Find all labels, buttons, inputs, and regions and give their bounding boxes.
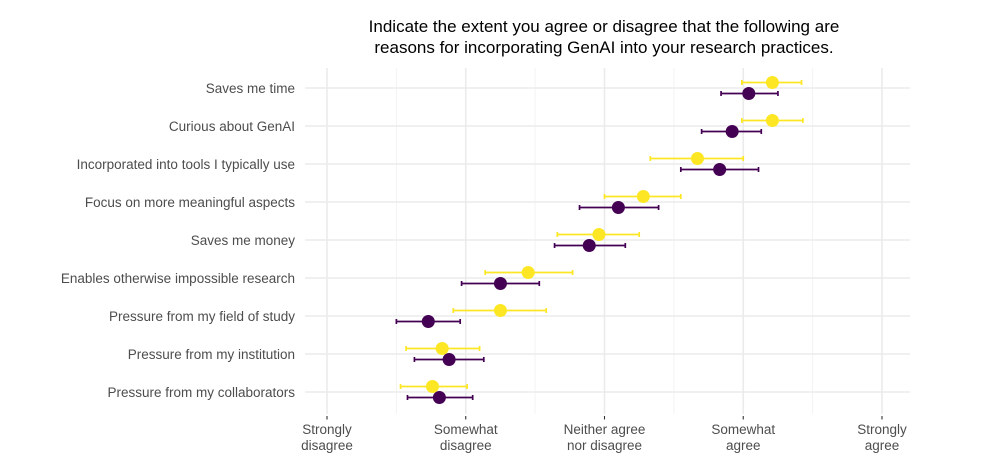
data-point-group <box>405 342 481 355</box>
data-point-group <box>741 76 803 89</box>
chart-title-line-2: reasons for incorporating GenAI into you… <box>374 38 833 57</box>
data-point <box>742 87 756 100</box>
data-point <box>636 190 650 203</box>
data-point-group <box>484 266 574 279</box>
data-point <box>493 277 507 290</box>
y-tick-label: Incorporated into tools I typically use <box>77 157 295 172</box>
data-point <box>592 228 606 241</box>
data-point <box>432 391 446 404</box>
data-point-group <box>395 315 462 328</box>
x-tick-label: Neither agree nor disagree <box>564 422 646 453</box>
data-marks <box>395 76 804 404</box>
gridlines <box>305 68 910 414</box>
data-point-group <box>406 391 474 404</box>
data-point-group <box>700 125 763 138</box>
y-axis-labels: Saves me time Curious about GenAI Incorpor… <box>61 81 295 400</box>
y-tick-label: Saves me time <box>206 81 295 96</box>
data-point-group <box>413 353 485 366</box>
y-tick-label: Curious about GenAI <box>169 119 295 134</box>
x-tick-label: Somewhat disagree <box>434 422 498 453</box>
y-tick-label: Pressure from my field of study <box>109 309 295 324</box>
x-axis-labels: Strongly disagree Somewhat disagree Neither … <box>301 416 907 453</box>
data-point-group <box>452 304 548 317</box>
data-point <box>690 152 704 165</box>
y-tick-label: Focus on more meaningful aspects <box>85 195 295 210</box>
data-point <box>435 342 449 355</box>
data-point-group <box>399 380 468 393</box>
data-point-group <box>649 152 745 165</box>
data-point <box>582 239 596 252</box>
data-point <box>765 114 779 127</box>
data-point <box>713 163 727 176</box>
data-point-group <box>679 163 760 176</box>
chart-title-line-1: Indicate the extent you agree or disagre… <box>369 17 840 36</box>
data-point <box>425 380 439 393</box>
data-point-group <box>460 277 541 290</box>
data-point <box>442 353 456 366</box>
chart-title: Indicate the extent you agree or disagre… <box>369 17 840 57</box>
data-point-group <box>553 239 627 252</box>
data-point-group <box>556 228 641 241</box>
data-point-group <box>720 87 779 100</box>
data-point <box>421 315 435 328</box>
x-tick-label: Somewhat agree <box>711 422 775 453</box>
data-point <box>611 201 625 214</box>
data-point <box>765 76 779 89</box>
y-tick-label: Pressure from my institution <box>128 347 295 362</box>
x-tick-label: Strongly agree <box>857 422 907 453</box>
data-point <box>493 304 507 317</box>
data-point <box>725 125 739 138</box>
data-point <box>521 266 535 279</box>
y-tick-label: Pressure from my collaborators <box>107 385 295 400</box>
data-point-group <box>578 201 660 214</box>
x-tick-label: Strongly disagree <box>301 422 353 453</box>
y-tick-label: Enables otherwise impossible research <box>61 271 295 286</box>
data-point-group <box>741 114 804 127</box>
data-point-group <box>603 190 682 203</box>
y-tick-label: Saves me money <box>191 233 296 248</box>
